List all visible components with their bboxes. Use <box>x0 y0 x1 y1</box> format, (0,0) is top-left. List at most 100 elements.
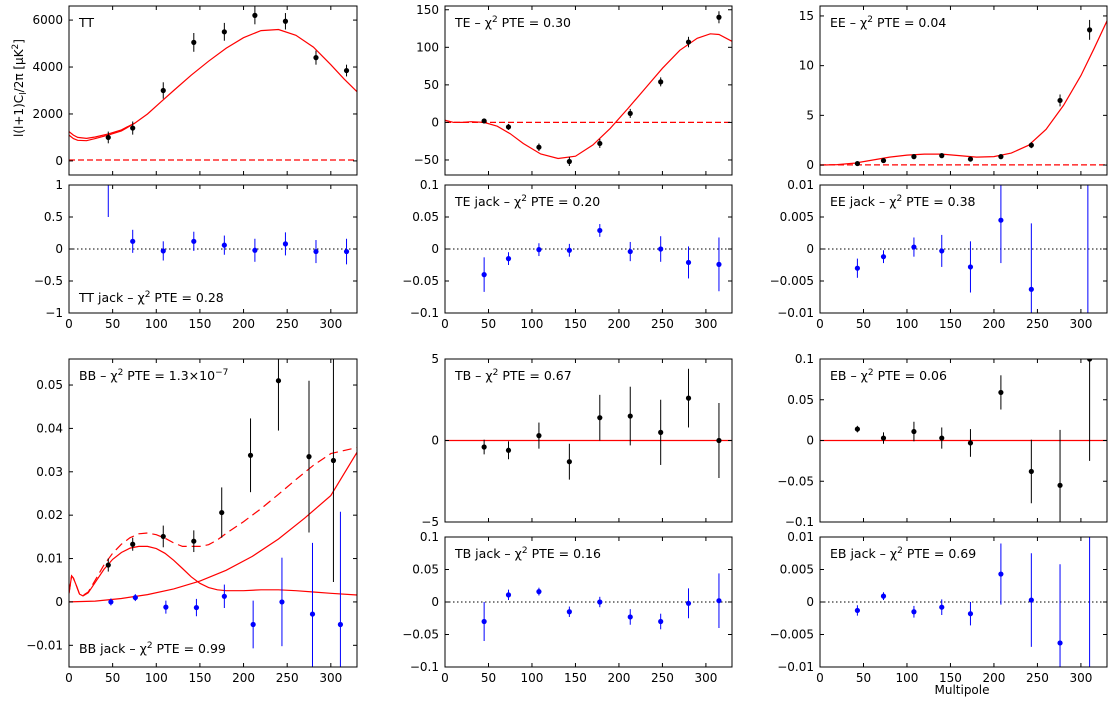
tt-jack-ytick-label: −1 <box>45 306 63 320</box>
tt-jack-jackknife-point <box>252 247 258 253</box>
tb-jack-xtick-label: 150 <box>564 671 587 685</box>
tb-bandpowers-point <box>685 395 692 401</box>
bb-bandpowers-point <box>306 454 312 460</box>
eb-jack-jackknife-point <box>939 604 945 610</box>
panel-ee: 0 5 10 15 EE – χ2 PTE = 0.04 <box>799 5 1108 176</box>
tb-jack-jackknife-point <box>685 600 692 606</box>
tt-jack-ytick-label: 0 <box>55 242 63 256</box>
x-axis-label: Multipole <box>934 683 989 697</box>
ee-bandpowers-point <box>880 157 887 164</box>
tb-jack-plot-area <box>481 573 722 641</box>
tb-ytick-label: −5 <box>421 515 439 529</box>
tt-jack-jackknife-point <box>282 241 289 247</box>
eb-jack-ytick-label: 0 <box>806 595 814 609</box>
te-jack-ytick-label: 0.05 <box>412 210 439 224</box>
tt-jack-jackknife-point <box>221 242 227 248</box>
eb-jack-title-part: 2 <box>897 546 903 556</box>
eb-jack-jackknife-point <box>880 593 887 599</box>
te-bandpowers-point <box>505 124 512 130</box>
eb-jack-jackknife-point <box>854 607 860 614</box>
te-bandpowers-point <box>566 158 572 165</box>
tb-bandpowers-point <box>716 437 722 444</box>
bb-bandpowers-point <box>247 452 254 458</box>
eb-jack-ytick-label: 0.005 <box>780 563 814 577</box>
tb-jack-jackknife-point <box>597 599 603 605</box>
ee-plot-area <box>820 19 1107 167</box>
tt-jack-title-part: TT jack – <box>78 290 137 305</box>
ee-jack-jackknife-point <box>939 248 945 254</box>
bb-bandpowers-point <box>330 457 337 464</box>
tb-bandpowers-point <box>481 444 487 450</box>
tt-model-line <box>69 28 357 142</box>
bb-subtitle-part: PTE = 0.99 <box>153 641 226 656</box>
bb-xtick-label: 200 <box>232 671 255 685</box>
eb-jack-ytick-label: −0.01 <box>777 660 814 674</box>
tb-jack-title: TB jack – χ2 PTE = 0.16 <box>454 546 601 561</box>
tt-jack-xtick-label: 250 <box>276 317 299 331</box>
bb-xtick-label: 150 <box>188 671 211 685</box>
eb-plot-area <box>820 359 1107 522</box>
tb-jack-jackknife-point <box>658 618 664 625</box>
tb-bandpowers-point <box>505 447 512 453</box>
eb-bandpowers-point <box>1087 359 1093 362</box>
eb-title-part: χ <box>861 368 868 383</box>
ee-bandpowers-point <box>854 160 860 167</box>
tb-title-part: χ <box>485 368 492 383</box>
ee-title-part: PTE = 0.04 <box>873 15 946 30</box>
tb-jack-xtick-label: 250 <box>651 671 674 685</box>
eb-jack-jackknife-point <box>1057 640 1063 646</box>
tt-ytick-label: 6000 <box>32 13 63 27</box>
te-jack-xtick-label: 100 <box>521 317 544 331</box>
tt-title: TT <box>78 15 94 30</box>
te-jack-plot-area <box>481 224 722 292</box>
tt-bandpowers-point <box>252 12 258 18</box>
eb-bandpowers-point <box>880 435 887 441</box>
tb-jack-jackknife-point <box>716 598 722 604</box>
ee-title: EE – χ2 PTE = 0.04 <box>830 15 946 30</box>
te-jack-ytick-label: −0.05 <box>402 274 439 288</box>
tt-bandpowers-point <box>191 39 197 45</box>
tt-bandpowers-point <box>343 67 350 74</box>
eb-title-part: 2 <box>868 368 874 378</box>
te-title-part: PTE = 0.30 <box>498 15 571 30</box>
y-label-part-1: l(l+1)C <box>12 95 26 137</box>
bb-ytick-label: 0.01 <box>36 552 63 566</box>
tt-jack-xtick-label: 50 <box>105 317 120 331</box>
bb-jackknife-point <box>132 594 138 601</box>
tt-jack-jackknife-point <box>106 163 111 168</box>
te-jack-jackknife-point <box>685 259 692 266</box>
tt-jack-jackknife-point <box>343 248 350 255</box>
bb-bandpowers-point <box>219 509 225 516</box>
tt-jack-jackknife-point <box>191 238 197 244</box>
tb-bandpowers-point <box>566 459 572 465</box>
tb-jack-ytick-label: 0.05 <box>412 563 439 577</box>
ee-jack-jackknife-point <box>967 264 974 270</box>
y-label-part-5: ] <box>12 39 26 44</box>
tb-title-part: 2 <box>493 368 499 378</box>
tt-bandpowers-point <box>282 18 289 24</box>
te-jack-jackknife-point <box>505 256 512 262</box>
tb-jack-jackknife-point <box>566 609 572 615</box>
te-jack-xtick-label: 150 <box>564 317 587 331</box>
eb-ytick-label: 0.05 <box>787 393 814 407</box>
bb-xtick-label: 0 <box>65 671 73 685</box>
te-jack-jackknife-point <box>597 227 603 234</box>
tb-jack-xtick-label: 50 <box>481 671 496 685</box>
y-label-part-4: 2 <box>11 44 21 50</box>
eb-jack-xtick-label: 100 <box>896 671 919 685</box>
ee-jack-xtick-label: 300 <box>1069 317 1092 331</box>
te-bandpowers-point <box>481 118 487 124</box>
tt-plot-area <box>69 6 357 161</box>
eb-title-part: EB – <box>830 368 861 383</box>
tt-bandpowers-point <box>105 134 111 141</box>
bb-subtitle-part: BB jack – <box>79 641 140 656</box>
eb-ytick-label: −0.05 <box>777 474 814 488</box>
tb-bandpowers-point <box>627 413 633 419</box>
tt-bandpowers-point <box>221 29 227 35</box>
ee-title-part: EE – <box>830 15 860 30</box>
te-jack-xtick-label: 0 <box>441 317 449 331</box>
ee-jack-title-part: χ <box>889 194 896 209</box>
ee-jack-jackknife-point <box>880 254 887 260</box>
tb-bandpowers-point <box>597 415 603 421</box>
